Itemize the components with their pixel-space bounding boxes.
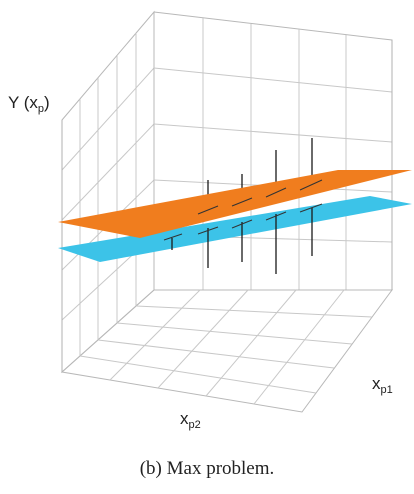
right-wall-grid bbox=[153, 11, 393, 291]
plane-dashes bbox=[163, 179, 323, 241]
figure-caption: (b) Max problem. bbox=[139, 458, 275, 479]
x2-axis-label: xp2 bbox=[180, 409, 201, 431]
left-wall-grid bbox=[61, 10, 155, 374]
box-edges bbox=[61, 40, 393, 372]
y-axis-label: Y (xp) bbox=[8, 93, 50, 115]
vertical-lines-front bbox=[171, 208, 313, 274]
plane-blue bbox=[58, 196, 412, 262]
x1-axis-label: xp1 bbox=[372, 374, 393, 396]
plane-orange bbox=[58, 170, 412, 238]
floor-grid bbox=[60, 289, 393, 413]
